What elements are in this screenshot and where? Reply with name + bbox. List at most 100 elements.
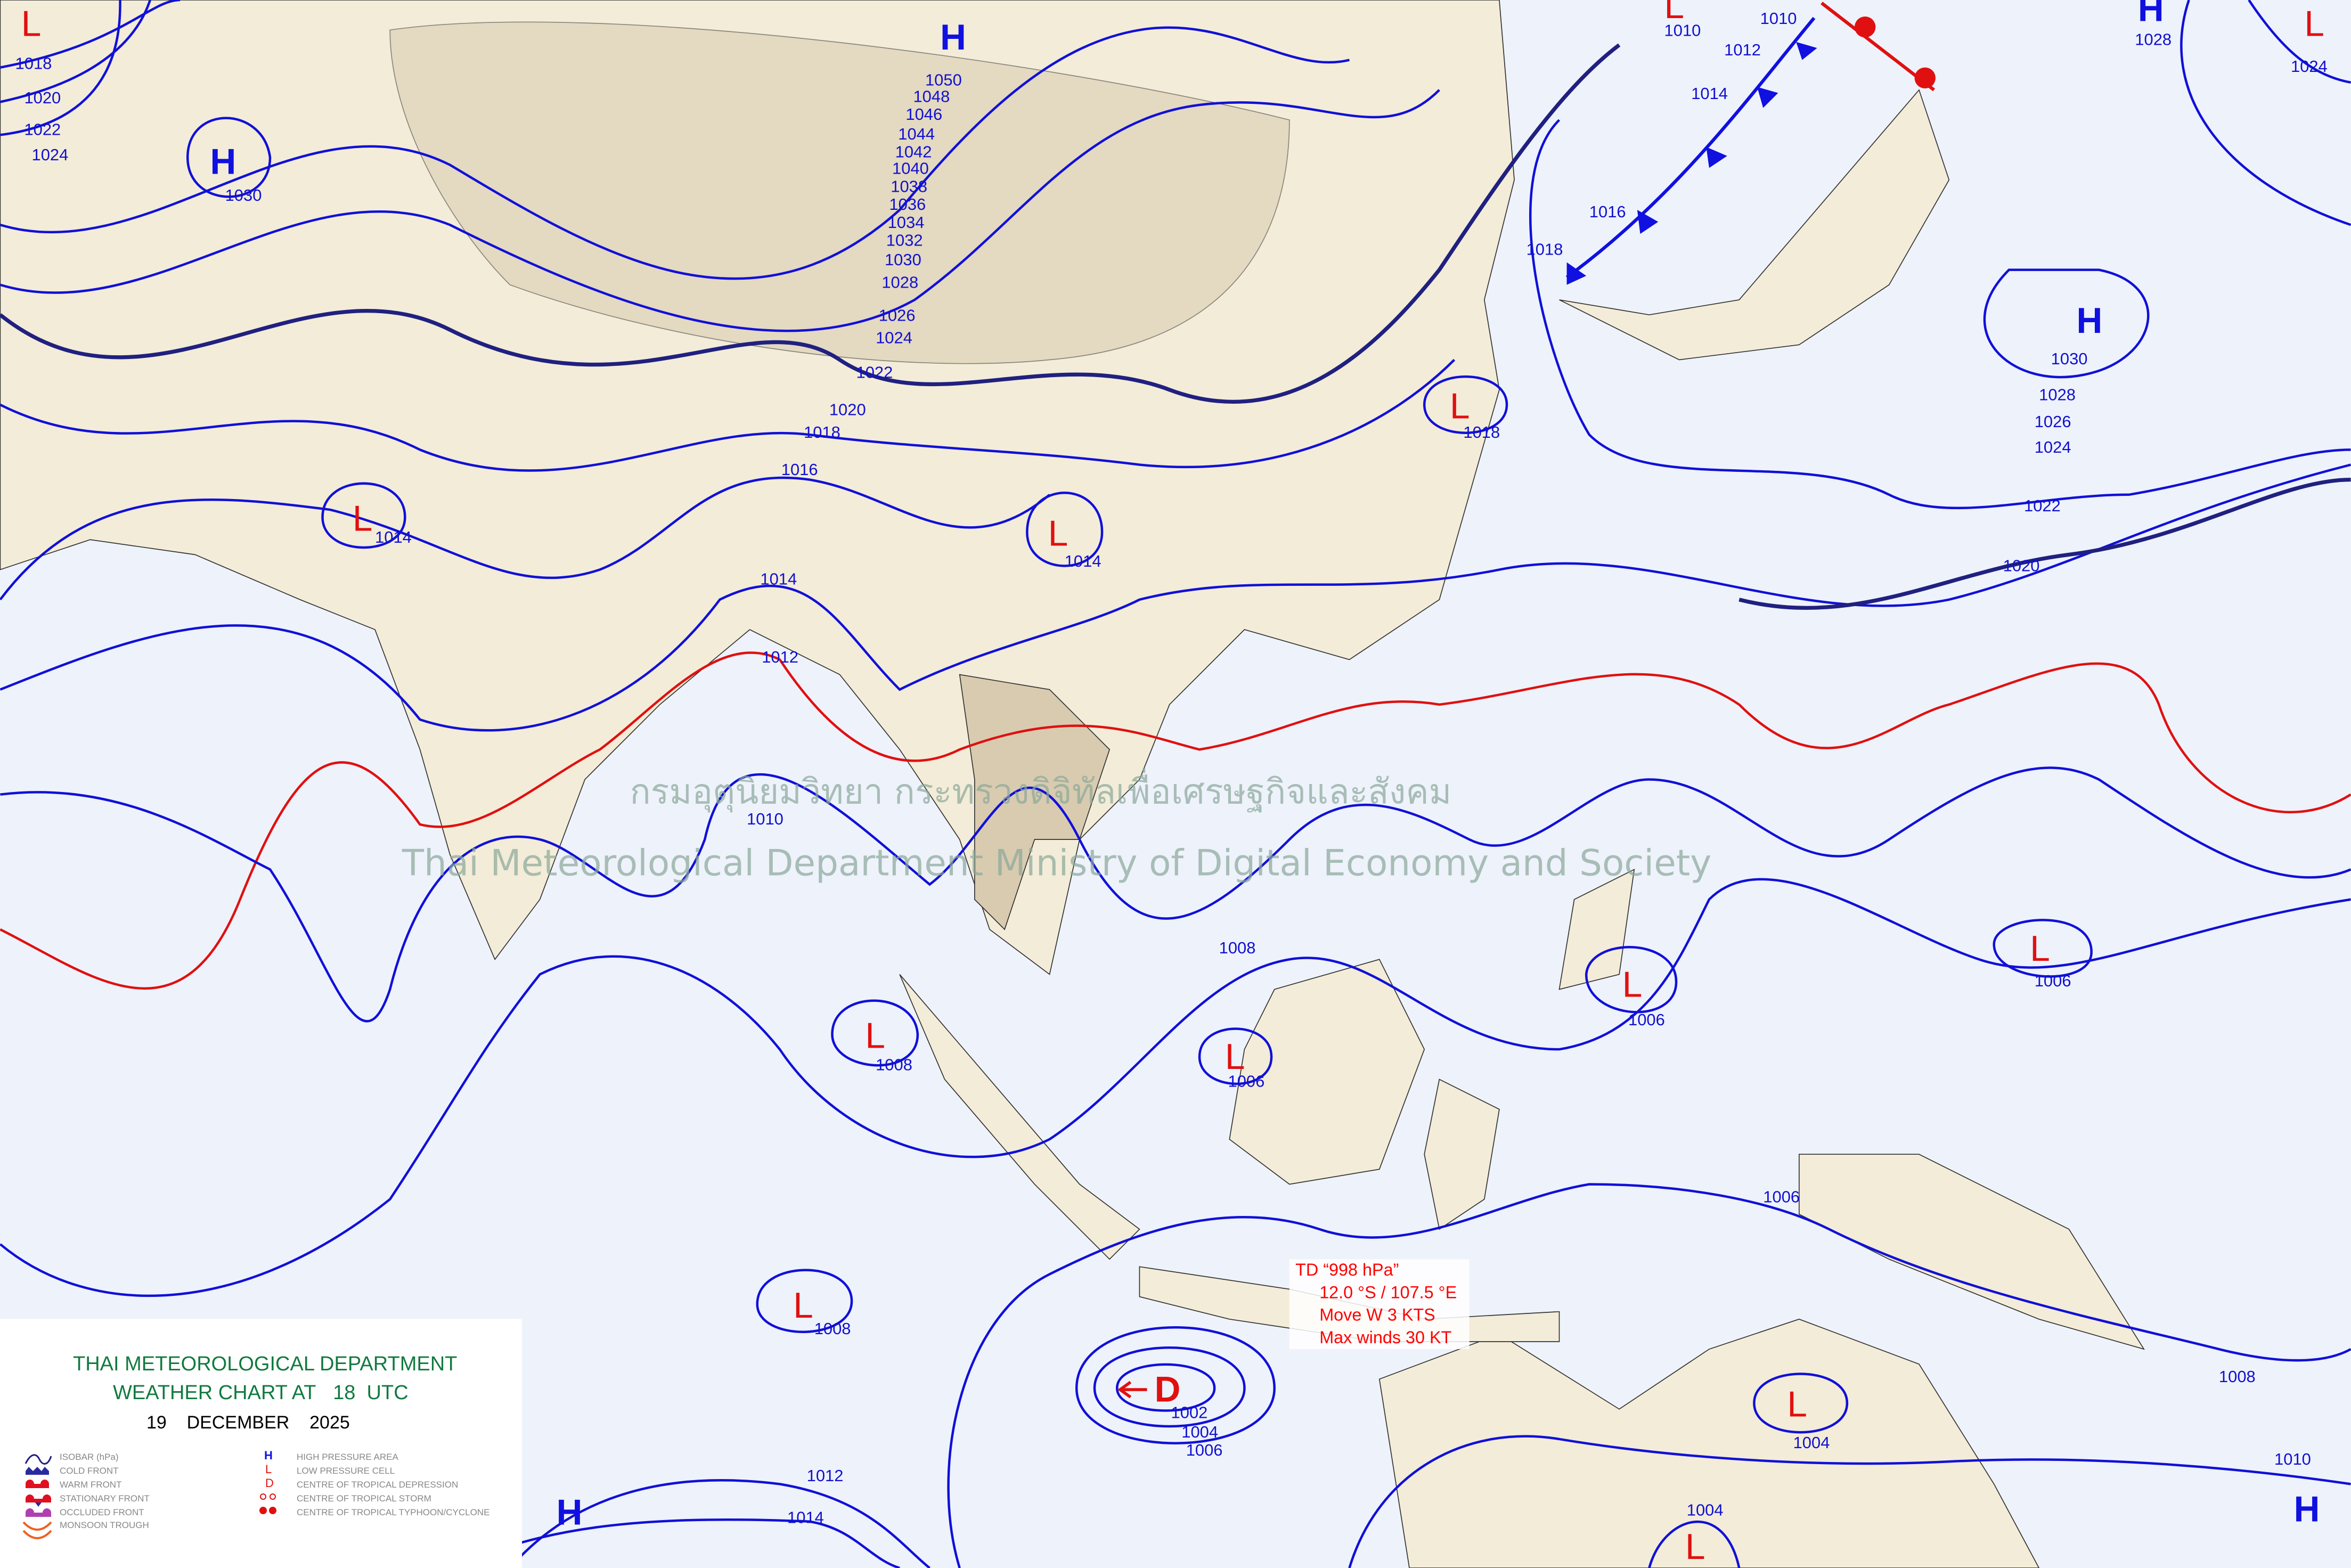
isobar-label: 1030	[885, 250, 921, 269]
center-value: 1014	[1065, 552, 1101, 570]
center-value: 1014	[375, 528, 412, 546]
land	[0, 0, 2145, 1568]
monsoon-trough-icon	[22, 1521, 52, 1539]
isobar-label: 1036	[889, 195, 926, 214]
low-center: L	[865, 1016, 885, 1056]
cold-front	[1565, 17, 1817, 285]
high-center: H	[210, 142, 236, 182]
high-center: H	[2294, 1490, 2320, 1530]
isobar-label: 1016	[781, 460, 818, 479]
stationary-front-icon	[26, 1494, 51, 1502]
tropical-depression-info: TD “998 hPa” 12.0 °S / 107.5 °E Move W 3…	[1289, 1259, 1470, 1350]
center-value: 1018	[1463, 423, 1500, 442]
legend-item: ISOBAR (hPa)	[60, 1452, 119, 1462]
legend-org: THAI METEOROLOGICAL DEPARTMENT	[73, 1353, 458, 1375]
isobar-label: 1040	[892, 159, 929, 177]
low-center: L	[1664, 0, 1685, 26]
low-center: L	[1048, 513, 1068, 553]
isobar-label: 1028	[881, 273, 918, 291]
isobar-label: 1024	[876, 329, 912, 347]
center-value: 1008	[876, 1056, 912, 1074]
center-value: 1028	[2135, 30, 2172, 48]
isobar-label: 1018	[804, 423, 840, 442]
legend-item: STATIONARY FRONT	[60, 1493, 150, 1504]
center-value: 1002	[1171, 1403, 1208, 1422]
isobar-label: 1006	[1763, 1187, 1800, 1206]
chart-hour: 18	[333, 1382, 356, 1404]
isobar-label: 1008	[2219, 1367, 2256, 1386]
legend-h-symbol: H	[264, 1449, 273, 1462]
isobar-label: 1044	[898, 125, 935, 143]
isobar-label: 1032	[886, 231, 923, 250]
isobar-label: 1026	[879, 306, 916, 324]
isobar-label: 1010	[747, 810, 783, 828]
isobar-label: 1026	[2035, 412, 2071, 431]
isobar-label: 1020	[2003, 556, 2040, 575]
isobar-label: 1014	[760, 570, 797, 589]
isobar-label: 1014	[1691, 84, 1728, 103]
td-name: TD “998 hPa”	[1295, 1260, 1399, 1279]
isobar-label: 1048	[913, 87, 950, 105]
watermark-thai: กรมอุตุนิยมวิทยา กระทรวงดิจิทัลเพื่อเศรษ…	[630, 768, 1452, 813]
isobar-label: 1020	[829, 401, 866, 419]
isobar-label: 1022	[2024, 496, 2061, 515]
isobar-label: 1012	[807, 1466, 844, 1485]
low-center: L	[793, 1286, 813, 1326]
isobar-label: 1042	[895, 143, 932, 161]
isobar-label: 1006	[1186, 1441, 1223, 1459]
warm-front	[1821, 2, 1936, 92]
legend-d-symbol: D	[265, 1476, 274, 1490]
chart-tz: UTC	[366, 1382, 409, 1404]
legend-item: CENTRE OF TROPICAL TYPHOON/CYCLONE	[297, 1507, 490, 1517]
typhoon-icon	[259, 1507, 267, 1514]
legend-title: WEATHER CHART AT 18 UTC	[113, 1382, 409, 1404]
date-year: 2025	[309, 1412, 350, 1433]
cold-front-icon	[26, 1467, 49, 1475]
high-center: H	[557, 1492, 583, 1532]
occluded-front-icon	[26, 1508, 51, 1517]
legend-panel: THAI METEOROLOGICAL DEPARTMENT WEATHER C…	[0, 1319, 522, 1568]
legend-item: COLD FRONT	[60, 1466, 119, 1476]
isobar-label: 1010	[1760, 9, 1797, 28]
center-value: 1010	[1664, 21, 1701, 40]
chart-title: WEATHER CHART AT	[113, 1382, 316, 1404]
td-max-winds: Max winds 30 KT	[1319, 1328, 1451, 1347]
isobar-label: 1020	[24, 88, 61, 107]
center-value: 1030	[2051, 349, 2088, 368]
center-value: 1006	[1628, 1010, 1665, 1029]
td-position: 12.0 °S / 107.5 °E	[1319, 1283, 1457, 1302]
low-center: L	[21, 4, 42, 44]
low-center: L	[1450, 386, 1470, 426]
isobar-label: 1018	[1526, 240, 1563, 258]
pressure-centers: L 1018 H 1030 H 1050 L 1010 H 1028 L 102…	[15, 0, 2328, 1567]
center-value: 1004	[1793, 1433, 1830, 1452]
movement-arrow-icon	[1117, 1381, 1147, 1399]
legend-l-symbol: L	[265, 1463, 272, 1476]
isobar-label: 1010	[2274, 1450, 2311, 1468]
tropical-storm-icon	[260, 1493, 266, 1500]
isobar-label: 1016	[1589, 202, 1626, 221]
isobar-label: 1022	[856, 363, 893, 381]
legend-item: CENTRE OF TROPICAL STORM	[297, 1493, 431, 1504]
center-value: 1006	[1228, 1072, 1265, 1091]
tropical-depression-center: D	[1155, 1370, 1181, 1410]
legend-item: LOW PRESSURE CELL	[297, 1466, 395, 1476]
legend-symbols	[22, 1454, 52, 1539]
isobar-labels: 1020 1022 1024 1048 1046 1044 1042 1040 …	[24, 9, 2311, 1527]
date-day: 19	[146, 1412, 167, 1433]
center-value: 1008	[814, 1319, 851, 1338]
isobar-label: 1024	[2035, 438, 2071, 456]
low-center: L	[2030, 929, 2050, 969]
isobar-label: 1004	[1181, 1423, 1218, 1441]
legend-item: WARM FRONT	[60, 1480, 122, 1490]
center-value: 1006	[2035, 971, 2071, 990]
legend-date: 19 DECEMBER 2025	[146, 1412, 350, 1433]
high-center: H	[2077, 301, 2103, 341]
date-month: DECEMBER	[186, 1412, 290, 1433]
isobar-label: 1022	[24, 120, 61, 138]
low-center: L	[2304, 4, 2324, 44]
warm-front-icon	[26, 1480, 49, 1488]
low-center: L	[1225, 1037, 1245, 1077]
